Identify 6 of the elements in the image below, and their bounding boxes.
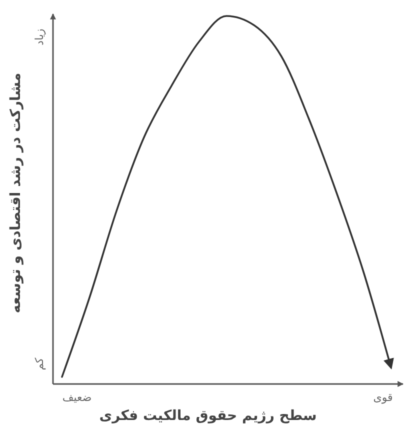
text: کم xyxy=(33,356,46,370)
text: ضعیف xyxy=(62,391,92,404)
y-axis-title: مشارکت در رشد اقتصادی و توسعه xyxy=(8,72,24,314)
text: زیاد xyxy=(33,28,46,46)
text: قوی xyxy=(373,391,393,404)
x-axis-title: سطح رژیم حقوق مالکیت فکری xyxy=(99,408,317,424)
